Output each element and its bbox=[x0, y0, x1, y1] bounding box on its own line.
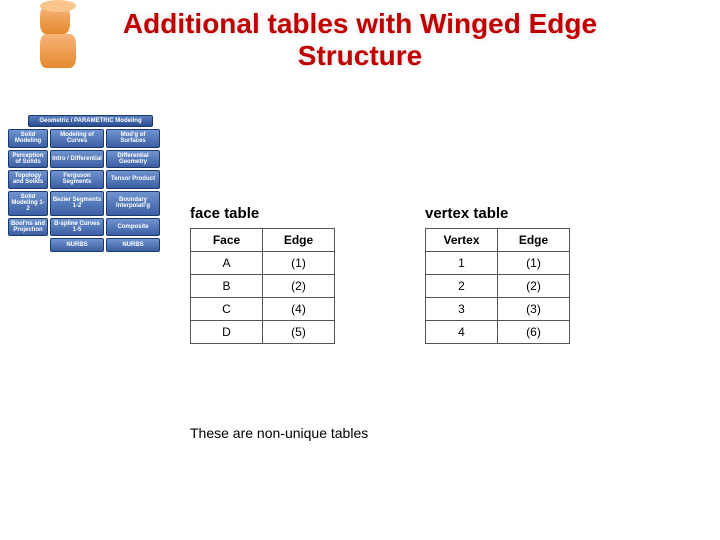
title-line2: Structure bbox=[298, 40, 422, 71]
col-header: Edge bbox=[263, 229, 335, 252]
col-header: Edge bbox=[498, 229, 570, 252]
title-line1: Additional tables with Winged Edge bbox=[123, 8, 597, 39]
topic-tree: Geometric / PARAMETRIC Modeling Solid Mo… bbox=[8, 115, 173, 252]
face-table-block: face table Face Edge A(1) B(2) C(4) D(5) bbox=[190, 205, 335, 344]
tree-cell: Solid Modeling bbox=[8, 129, 48, 148]
tree-cell: Boundary Interpolati'g bbox=[106, 191, 160, 216]
table-row: 2(2) bbox=[426, 275, 570, 298]
tree-cell: Bool'ns and Projection bbox=[8, 218, 48, 237]
table-row: B(2) bbox=[191, 275, 335, 298]
footnote: These are non-unique tables bbox=[190, 425, 368, 441]
tree-cell: Ferguson Segments bbox=[50, 170, 104, 189]
table-row: C(4) bbox=[191, 298, 335, 321]
tree-cell: B-spline Curves 1-5 bbox=[50, 218, 104, 237]
tree-cell: Bezier Segments 1-2 bbox=[50, 191, 104, 216]
tree-cell: Mod'g of Surfaces bbox=[106, 129, 160, 148]
tree-cell: NURBS bbox=[50, 238, 104, 252]
tree-cell: Differential Geometry bbox=[106, 150, 160, 169]
table-row: 3(3) bbox=[426, 298, 570, 321]
col-header: Vertex bbox=[426, 229, 498, 252]
face-table: Face Edge A(1) B(2) C(4) D(5) bbox=[190, 228, 335, 344]
table-row: 1(1) bbox=[426, 252, 570, 275]
slide-title: Additional tables with Winged Edge Struc… bbox=[0, 8, 720, 72]
tree-cell: Tensor Product bbox=[106, 170, 160, 189]
tree-cell: Perception of Solids bbox=[8, 150, 48, 169]
vertex-table-title: vertex table bbox=[425, 205, 570, 222]
tree-root: Geometric / PARAMETRIC Modeling bbox=[28, 115, 153, 127]
tree-cell: Solid Modeling 1-2 bbox=[8, 191, 48, 216]
tree-cell: NURBS bbox=[106, 238, 160, 252]
vertex-table: Vertex Edge 1(1) 2(2) 3(3) 4(6) bbox=[425, 228, 570, 344]
tree-cell: Composite bbox=[106, 218, 160, 237]
face-table-title: face table bbox=[190, 205, 335, 222]
col-header: Face bbox=[191, 229, 263, 252]
table-row: Vertex Edge bbox=[426, 229, 570, 252]
table-row: D(5) bbox=[191, 321, 335, 344]
tree-cell: Topology and Solids bbox=[8, 170, 48, 189]
table-row: 4(6) bbox=[426, 321, 570, 344]
table-row: A(1) bbox=[191, 252, 335, 275]
tree-cell: Intro / Differential bbox=[50, 150, 104, 169]
tree-cell: Modeling of Curves bbox=[50, 129, 104, 148]
table-row: Face Edge bbox=[191, 229, 335, 252]
vertex-table-block: vertex table Vertex Edge 1(1) 2(2) 3(3) … bbox=[425, 205, 570, 344]
